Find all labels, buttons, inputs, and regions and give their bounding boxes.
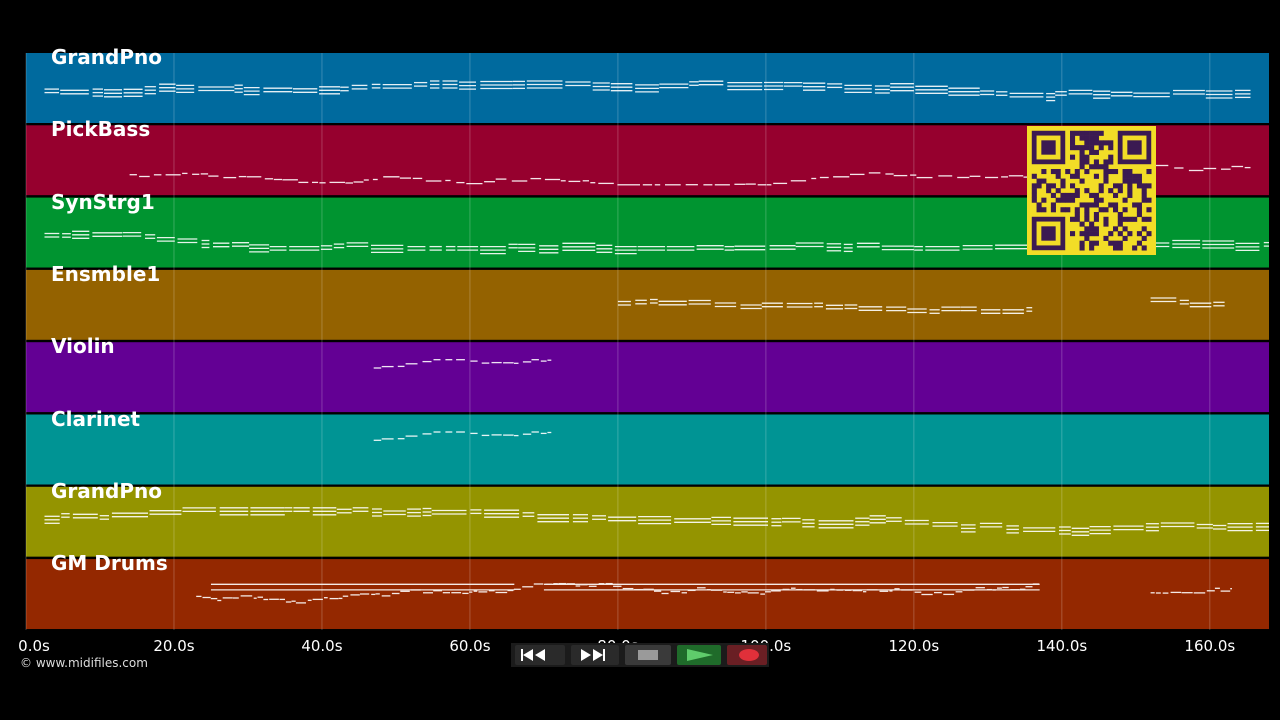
play-button[interactable] <box>677 645 721 665</box>
time-tick-label: 60.0s <box>449 637 491 655</box>
stop-button[interactable] <box>625 645 671 665</box>
track-label: PickBass <box>51 117 151 142</box>
track-band <box>26 342 1269 413</box>
transport-bar <box>511 643 769 667</box>
track-lane <box>26 269 1269 342</box>
track-notes <box>617 297 1225 314</box>
fast-forward-button[interactable] <box>571 645 619 665</box>
track-label: GM Drums <box>51 551 168 576</box>
track-lane <box>26 414 1269 487</box>
track-label: Clarinet <box>51 406 141 431</box>
stop-icon <box>638 650 658 660</box>
time-tick-label: 160.0s <box>1184 637 1236 655</box>
fast-forward-icon <box>581 649 605 661</box>
record-button[interactable] <box>727 645 767 665</box>
time-tick-label: 120.0s <box>888 637 940 655</box>
track-band <box>26 486 1269 557</box>
track-band <box>26 559 1269 630</box>
track-label: GrandPno <box>51 478 162 503</box>
track-label: Ensmble1 <box>51 261 161 286</box>
time-tick-label: 140.0s <box>1036 637 1088 655</box>
track-notes <box>196 582 1232 604</box>
track-notes <box>44 507 1269 536</box>
track-notes <box>373 431 552 441</box>
record-icon <box>739 649 759 661</box>
track-label: Violin <box>51 334 115 359</box>
track-band <box>26 414 1269 485</box>
track-lane <box>26 342 1269 415</box>
track-label: GrandPno <box>51 45 162 69</box>
time-tick-label: 40.0s <box>301 637 343 655</box>
track-band <box>26 269 1269 340</box>
piano-roll-canvas <box>25 53 1269 632</box>
track-lane <box>26 53 1269 125</box>
qr-code-icon <box>1027 126 1156 255</box>
track-notes <box>373 359 552 369</box>
track-notes <box>44 80 1251 102</box>
time-tick-label: 20.0s <box>153 637 195 655</box>
track-lane <box>26 559 1269 632</box>
play-icon <box>687 649 713 661</box>
track-label: SynStrg1 <box>51 189 155 214</box>
time-tick-label: 0.0s <box>18 637 50 655</box>
rewind-icon <box>521 649 545 661</box>
credit-text: © www.midifiles.com <box>20 656 148 670</box>
track-lane <box>26 486 1269 559</box>
rewind-button[interactable] <box>515 645 565 665</box>
